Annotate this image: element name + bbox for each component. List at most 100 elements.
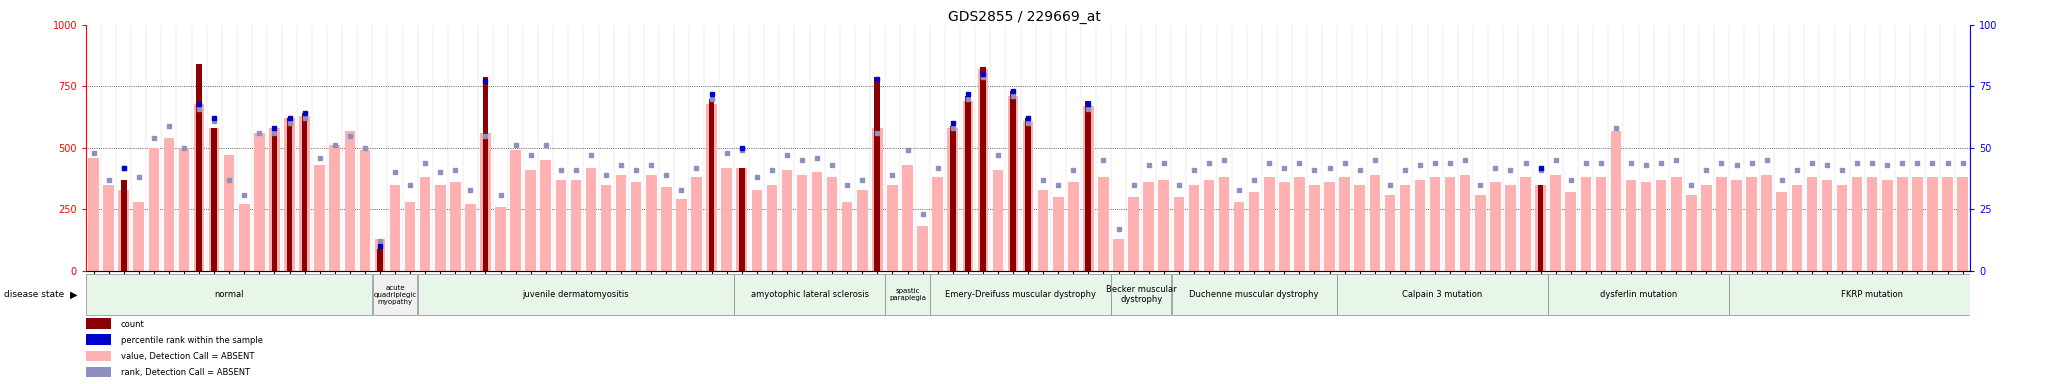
Bar (1159, 180, 1169, 271)
Bar (842, 202, 852, 271)
Text: amyotophic lateral sclerosis: amyotophic lateral sclerosis (750, 290, 868, 299)
Bar (1460, 175, 1470, 271)
Bar (721, 167, 731, 271)
Bar (1776, 192, 1788, 271)
Text: count: count (121, 320, 145, 329)
Bar (1114, 239, 1124, 271)
Bar (150, 148, 160, 271)
Bar (932, 177, 942, 271)
Bar (1491, 182, 1501, 271)
Bar (1927, 177, 1937, 271)
Bar (344, 131, 354, 271)
Bar (1294, 177, 1305, 271)
Bar (811, 172, 823, 271)
Bar (1204, 180, 1214, 271)
Bar (1370, 175, 1380, 271)
Bar (631, 182, 641, 271)
Bar (662, 187, 672, 271)
Bar (707, 104, 717, 271)
Bar (272, 126, 276, 271)
Bar (948, 128, 958, 271)
Bar (1716, 177, 1726, 271)
Bar (1083, 106, 1094, 271)
Bar (856, 190, 868, 271)
Bar (88, 158, 98, 271)
Bar (434, 185, 446, 271)
Bar (1354, 185, 1364, 271)
Bar (1851, 177, 1862, 271)
Bar (1143, 182, 1153, 271)
FancyBboxPatch shape (418, 274, 733, 316)
Bar (1085, 101, 1092, 271)
Bar (918, 227, 928, 271)
Bar (1415, 180, 1425, 271)
Text: Becker muscular
dystrophy: Becker muscular dystrophy (1106, 285, 1176, 305)
Bar (483, 76, 487, 271)
Bar (676, 199, 686, 271)
Bar (963, 101, 973, 271)
Bar (451, 182, 461, 271)
Bar (600, 185, 610, 271)
Bar (1026, 118, 1030, 271)
Bar (164, 138, 174, 271)
FancyBboxPatch shape (86, 274, 373, 316)
Bar (268, 128, 281, 271)
Bar (1128, 197, 1139, 271)
Bar (1702, 185, 1712, 271)
Bar (1610, 131, 1622, 271)
Bar (1868, 177, 1878, 271)
Bar (1761, 175, 1772, 271)
Bar (496, 207, 506, 271)
FancyBboxPatch shape (735, 274, 885, 316)
Bar (782, 170, 793, 271)
Bar (1399, 185, 1411, 271)
Text: Calpain 3 mutation: Calpain 3 mutation (1403, 290, 1483, 299)
Bar (1565, 192, 1577, 271)
Bar (1806, 177, 1817, 271)
FancyBboxPatch shape (930, 274, 1110, 316)
Bar (1520, 177, 1530, 271)
Bar (993, 170, 1004, 271)
Bar (827, 177, 838, 271)
Bar (1896, 177, 1907, 271)
Text: GDS2855 / 229669_at: GDS2855 / 229669_at (948, 10, 1100, 23)
Bar (195, 104, 205, 271)
Bar (571, 180, 582, 271)
Bar (1823, 180, 1833, 271)
FancyBboxPatch shape (1112, 274, 1171, 316)
Bar (223, 155, 233, 271)
Bar (375, 239, 385, 271)
Text: Duchenne muscular dystrophy: Duchenne muscular dystrophy (1190, 290, 1319, 299)
Bar (1038, 190, 1049, 271)
Bar (797, 175, 807, 271)
Bar (1640, 182, 1651, 271)
Bar (526, 170, 537, 271)
Text: ▶: ▶ (70, 290, 78, 300)
Bar (1053, 197, 1063, 271)
Bar (1657, 180, 1667, 271)
Bar (254, 133, 264, 271)
Bar (1325, 182, 1335, 271)
Bar (555, 180, 565, 271)
Text: normal: normal (215, 290, 244, 299)
Text: dysferlin mutation: dysferlin mutation (1599, 290, 1677, 299)
Bar (887, 185, 897, 271)
FancyBboxPatch shape (373, 274, 418, 316)
FancyBboxPatch shape (885, 274, 930, 316)
Bar (739, 167, 745, 271)
Bar (1010, 91, 1016, 271)
Bar (965, 96, 971, 271)
Bar (1671, 177, 1681, 271)
Bar (1233, 202, 1245, 271)
Bar (1505, 185, 1516, 271)
Bar (1022, 121, 1034, 271)
Bar (1264, 177, 1274, 271)
Bar (301, 113, 307, 271)
Bar (1475, 195, 1485, 271)
Bar (1747, 177, 1757, 271)
Bar (1626, 180, 1636, 271)
Bar (1581, 177, 1591, 271)
Bar (1595, 177, 1606, 271)
FancyBboxPatch shape (1729, 274, 2015, 316)
Bar (874, 76, 881, 271)
